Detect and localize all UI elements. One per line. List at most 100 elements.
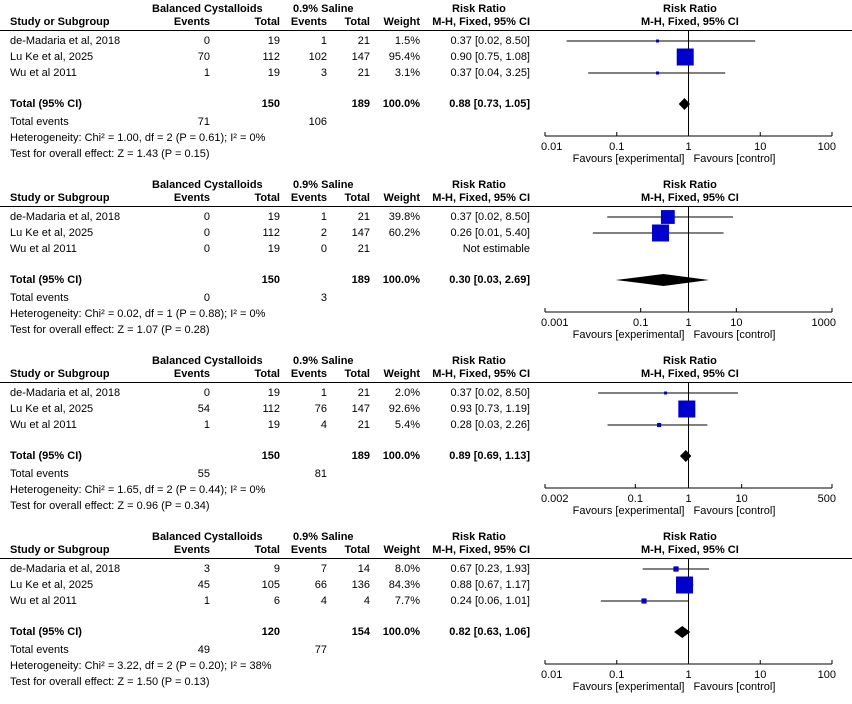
- events2-header: Events: [290, 16, 327, 28]
- events-1: 0: [203, 35, 210, 47]
- total-2: 147: [351, 403, 370, 415]
- x-tick-label: 1: [685, 669, 691, 681]
- total-n2: 154: [351, 626, 370, 638]
- study-marker: [676, 576, 694, 594]
- total-1: 112: [262, 403, 280, 415]
- plot-method-header: M-H, Fixed, 95% CI: [641, 16, 739, 28]
- study-name: de-Madaria et al, 2018: [10, 35, 121, 47]
- total-1: 6: [273, 595, 280, 607]
- study-marker: [656, 39, 660, 43]
- total-events-1: 0: [203, 292, 210, 304]
- header-rule: [0, 30, 852, 31]
- study-name: de-Madaria et al, 2018: [10, 387, 121, 399]
- overall-effect: Test for overall effect: Z = 1.43 (P = 0…: [10, 148, 210, 160]
- favours-control-label: Favours [control]: [694, 329, 776, 341]
- forest-panel-4: Balanced Cystalloids 0.9% Saline Risk Ra…: [0, 528, 852, 704]
- events-1: 45: [197, 579, 210, 591]
- plot-risk-ratio-header: Risk Ratio: [663, 355, 717, 367]
- x-tick-label: 0.1: [628, 493, 643, 505]
- study-name: Wu et al 2011: [10, 67, 77, 79]
- total-n2: 189: [351, 450, 370, 462]
- total-1: 19: [267, 419, 280, 431]
- total1-header: Total: [254, 192, 280, 204]
- x-tick-label: 0.001: [541, 317, 569, 329]
- total-events-label: Total events: [10, 116, 69, 128]
- total-n1: 150: [261, 274, 280, 286]
- summary-diamond: [674, 626, 691, 638]
- study-marker: [652, 224, 670, 242]
- total-ci: 0.88 [0.73, 1.05]: [449, 98, 530, 110]
- total-ci: 0.82 [0.63, 1.06]: [449, 626, 530, 638]
- risk-ratio-header: Risk Ratio: [452, 3, 506, 15]
- weight-header: Weight: [383, 192, 420, 204]
- total-n1: 150: [261, 450, 280, 462]
- x-tick-label: 0.01: [541, 669, 562, 681]
- total-1: 112: [262, 227, 280, 239]
- study-name: de-Madaria et al, 2018: [10, 563, 121, 575]
- study-marker: [664, 391, 668, 395]
- plot-method-header: M-H, Fixed, 95% CI: [641, 368, 739, 380]
- events-1: 0: [203, 387, 210, 399]
- study-name: Lu Ke et al, 2025: [10, 579, 94, 591]
- total-2: 21: [357, 243, 370, 255]
- total-label: Total (95% CI): [10, 450, 82, 462]
- x-tick-label: 500: [818, 493, 836, 505]
- total-weight: 100.0%: [382, 450, 420, 462]
- study-marker: [655, 71, 660, 75]
- events1-header: Events: [173, 192, 210, 204]
- total-events-label: Total events: [10, 644, 69, 656]
- total2-header: Total: [344, 192, 370, 204]
- total-2: 21: [357, 387, 370, 399]
- weight-header: Weight: [383, 544, 420, 556]
- events-2: 1: [320, 387, 327, 399]
- favours-control-label: Favours [control]: [694, 681, 776, 693]
- study-weight: 60.2%: [388, 227, 420, 239]
- total-weight: 100.0%: [382, 274, 420, 286]
- total-events-2: 3: [320, 292, 327, 304]
- group1-header: Balanced Cystalloids: [152, 355, 263, 367]
- study-weight: 3.1%: [394, 67, 420, 79]
- forest-plot: 0.001 0.1 1 10 1000 Favours [experimental] Fav…: [541, 207, 836, 341]
- study-marker: [641, 598, 647, 604]
- events1-header: Events: [173, 544, 210, 556]
- study-marker: [657, 422, 662, 428]
- events-1: 0: [203, 211, 210, 223]
- study-name: Lu Ke et al, 2025: [10, 227, 94, 239]
- events-2: 4: [320, 419, 327, 431]
- total-n1: 120: [261, 626, 280, 638]
- total-events-label: Total events: [10, 292, 69, 304]
- events2-header: Events: [290, 368, 327, 380]
- x-tick-label: 0.1: [633, 317, 648, 329]
- total-2: 4: [363, 595, 370, 607]
- favours-control-label: Favours [control]: [694, 153, 776, 165]
- plot-risk-ratio-header: Risk Ratio: [663, 3, 717, 15]
- header-rule: [0, 382, 852, 383]
- favours-control-label: Favours [control]: [694, 505, 776, 517]
- events-1: 70: [197, 51, 210, 63]
- favours-experimental-label: Favours [experimental]: [573, 505, 685, 517]
- study-weight: 5.4%: [394, 419, 420, 431]
- group2-header: 0.9% Saline: [293, 179, 354, 191]
- header-rule: [0, 558, 852, 559]
- study-ci: 0.37 [0.04, 3.25]: [450, 67, 530, 79]
- x-tick-label: 1000: [812, 317, 836, 329]
- forest-plot: 0.01 0.1 1 10 100 Favours [experimental] Favou…: [541, 559, 836, 693]
- total-label: Total (95% CI): [10, 626, 82, 638]
- events-2: 102: [308, 51, 327, 63]
- heterogeneity: Heterogeneity: Chi² = 1.65, df = 2 (P = …: [10, 484, 266, 496]
- risk-ratio-header: Risk Ratio: [452, 179, 506, 191]
- x-tick-label: 1: [685, 317, 691, 329]
- total-label: Total (95% CI): [10, 98, 82, 110]
- events-2: 4: [320, 595, 327, 607]
- study-header: Study or Subgroup: [10, 16, 110, 28]
- favours-experimental-label: Favours [experimental]: [573, 329, 685, 341]
- events-2: 3: [320, 67, 327, 79]
- forest-panel-3: Balanced Cystalloids 0.9% Saline Risk Ra…: [0, 352, 852, 528]
- study-ci: 0.37 [0.02, 8.50]: [450, 387, 530, 399]
- heterogeneity: Heterogeneity: Chi² = 3.22, df = 2 (P = …: [10, 660, 272, 672]
- group1-header: Balanced Cystalloids: [152, 531, 263, 543]
- events-1: 1: [203, 595, 210, 607]
- total-weight: 100.0%: [382, 626, 420, 638]
- total-2: 147: [351, 227, 370, 239]
- forest-plot: 0.002 0.1 1 10 500 Favours [experimental] Favo…: [541, 383, 836, 517]
